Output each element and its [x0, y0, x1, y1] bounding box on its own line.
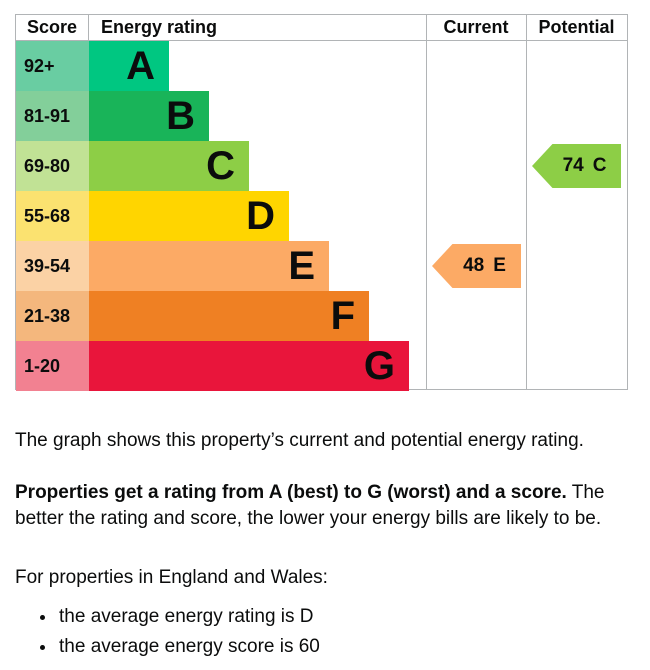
average-stats-list: the average energy rating is D the avera…: [15, 604, 630, 660]
band-row-d: 55-68 D: [16, 191, 627, 241]
band-bar: E: [89, 241, 329, 291]
score-column-header: Score: [16, 15, 89, 40]
band-row-c: 69-80 C: [16, 141, 627, 191]
chart-header-row: Score Energy rating Current Potential: [16, 15, 627, 41]
potential-score-value: 74: [562, 155, 584, 176]
band-bar: A: [89, 41, 169, 91]
band-letter: A: [126, 43, 155, 88]
band-bar: B: [89, 91, 209, 141]
band-bar: D: [89, 191, 289, 241]
energy-rating-chart: Score Energy rating Current Potential 92…: [15, 14, 628, 391]
band-bar: G: [89, 341, 409, 391]
current-column-divider: [426, 15, 427, 389]
band-row-b: 81-91 B: [16, 91, 627, 141]
score-cell: 81-91: [16, 91, 89, 141]
rating-explanation-rest: The better the rating and score, the low…: [15, 482, 605, 529]
potential-column-header: Potential: [538, 17, 615, 37]
energy-rating-column-header: Energy rating: [101, 17, 218, 37]
band-bar: F: [89, 291, 369, 341]
average-score-item: the average energy score is 60: [57, 634, 630, 660]
band-row-f: 21-38 F: [16, 291, 627, 341]
score-cell: 39-54: [16, 241, 89, 291]
band-letter: G: [363, 343, 395, 388]
band-letter: E: [288, 243, 315, 288]
band-bar: C: [89, 141, 249, 191]
band-row-e: 39-54 E: [16, 241, 627, 291]
band-letter: F: [330, 293, 355, 338]
current-score-value: 48: [463, 255, 485, 276]
rating-explanation-bold: Properties get a rating from A (best) to…: [15, 482, 567, 503]
potential-rating-letter: C: [592, 155, 607, 176]
band-row-g: 1-20 G: [16, 341, 627, 391]
current-column-header: Current: [443, 17, 509, 37]
regions-heading: For properties in England and Wales:: [15, 567, 328, 588]
current-rating-arrow: 48 E: [432, 244, 521, 288]
potential-rating-arrow: 74 C: [532, 144, 621, 188]
score-cell: 69-80: [16, 141, 89, 191]
current-rating-letter: E: [493, 255, 506, 276]
score-cell: 55-68: [16, 191, 89, 241]
band-letter: B: [166, 93, 195, 138]
potential-column-divider: [526, 15, 527, 389]
score-cell: 21-38: [16, 291, 89, 341]
score-cell: 1-20: [16, 341, 89, 391]
intro-paragraph: The graph shows this property’s current …: [15, 430, 584, 451]
band-letter: D: [246, 193, 275, 238]
band-letter: C: [206, 143, 235, 188]
rating-explanation-paragraph: Properties get a rating from A (best) to…: [15, 480, 627, 532]
band-row-a: 92+ A: [16, 41, 627, 91]
average-rating-item: the average energy rating is D: [57, 604, 630, 630]
score-cell: 92+: [16, 41, 89, 91]
